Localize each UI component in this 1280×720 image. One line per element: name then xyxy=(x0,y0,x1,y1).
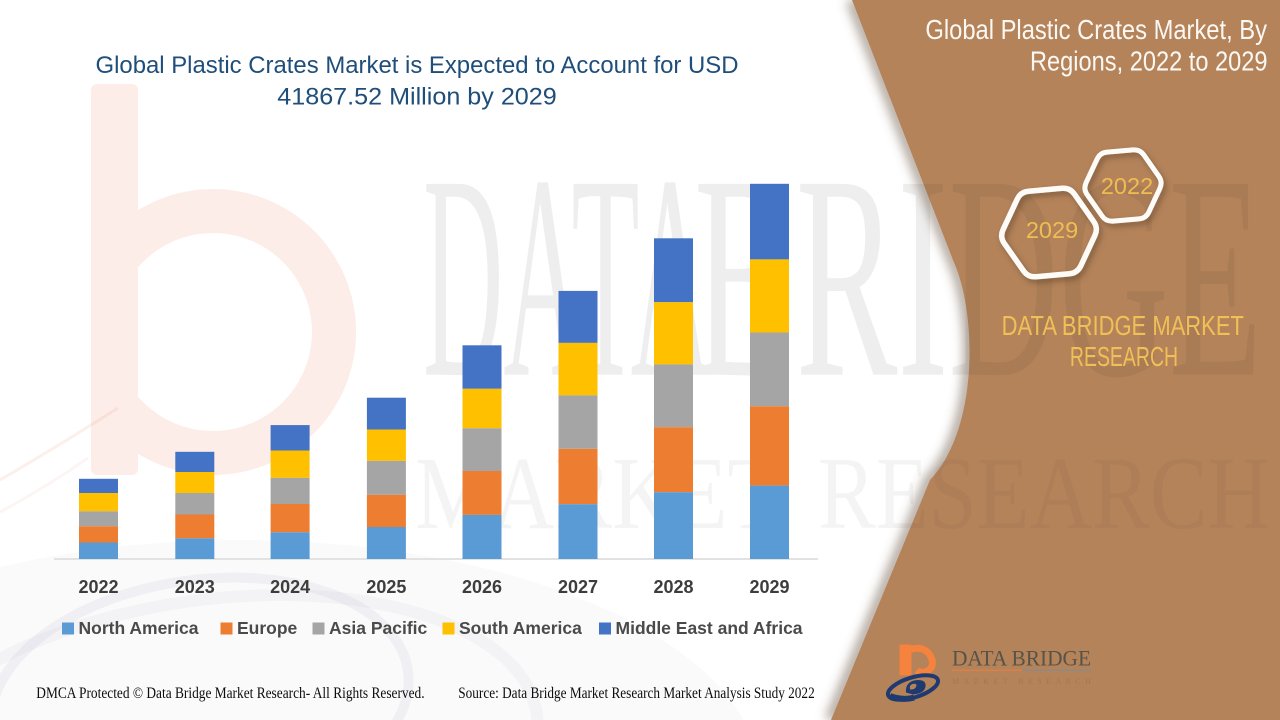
svg-text:2022: 2022 xyxy=(1101,173,1153,199)
svg-text:RESEARCH: RESEARCH xyxy=(1070,341,1178,372)
svg-text:DATA BRIDGE MARKET: DATA BRIDGE MARKET xyxy=(1002,310,1244,341)
svg-text:DMCA Protected © Data Bridge M: DMCA Protected © Data Bridge Market Rese… xyxy=(36,685,424,702)
svg-text:2028: 2028 xyxy=(653,577,693,597)
svg-text:2029: 2029 xyxy=(1026,217,1078,243)
svg-text:2029: 2029 xyxy=(749,577,789,597)
svg-text:Regions, 2022 to 2029: Regions, 2022 to 2029 xyxy=(1030,45,1268,76)
svg-text:Global Plastic Crates Market,: Global Plastic Crates Market, By xyxy=(925,14,1267,45)
svg-text:Source: Data Bridge Market Res: Source: Data Bridge Market Research Mark… xyxy=(458,685,814,702)
svg-text:North America: North America xyxy=(79,618,199,638)
svg-text:41867.52 Million by 2029: 41867.52 Million by 2029 xyxy=(277,84,557,111)
svg-text:Europe: Europe xyxy=(237,618,298,638)
svg-text:MARKET RESEARCH: MARKET RESEARCH xyxy=(952,677,1094,686)
svg-text:DATA BRIDGE: DATA BRIDGE xyxy=(952,646,1091,671)
svg-text:MARKET RESEARCH: MARKET RESEARCH xyxy=(415,435,1270,550)
svg-text:2027: 2027 xyxy=(558,577,598,597)
svg-text:Global Plastic Crates Market i: Global Plastic Crates Market is Expected… xyxy=(96,52,739,79)
svg-text:Middle East and Africa: Middle East and Africa xyxy=(616,618,803,638)
svg-text:South America: South America xyxy=(459,618,582,638)
svg-text:2023: 2023 xyxy=(175,577,215,597)
svg-text:2022: 2022 xyxy=(78,577,118,597)
svg-text:2024: 2024 xyxy=(270,577,310,597)
svg-text:Asia Pacific: Asia Pacific xyxy=(329,618,428,638)
svg-text:2026: 2026 xyxy=(462,577,502,597)
svg-text:2025: 2025 xyxy=(366,577,406,597)
